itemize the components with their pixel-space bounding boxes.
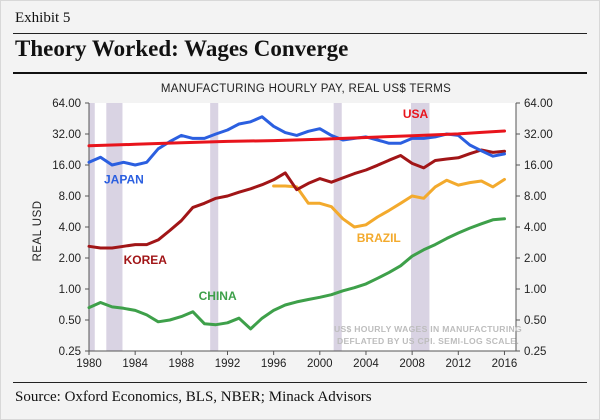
axes: 0.25 0.25 0.50 0.50 1.00 1.00 2.00 2.00 4.00 4.00…	[52, 98, 553, 370]
chart-note-line-2: DEFLATED BY US CPI. SEMI-LOG SCALE.	[337, 336, 519, 346]
y-tick-label-left: 2.00	[59, 253, 81, 265]
series-label-usa: USA	[403, 107, 429, 121]
x-tick-label: 2012	[446, 358, 472, 370]
recession-band	[89, 103, 95, 351]
series-line-china	[87, 217, 506, 331]
x-tick-label: 1980	[76, 358, 102, 370]
y-tick-label-left: 16.00	[52, 160, 81, 172]
recession-band	[106, 103, 123, 351]
y-tick-label-right: 16.00	[524, 160, 553, 172]
series-line-japan	[87, 115, 506, 167]
x-tick-label: 1988	[169, 358, 195, 370]
y-tick-label-right: 0.50	[524, 315, 546, 327]
x-tick-label: 1996	[261, 358, 287, 370]
y-tick-label-right: 2.00	[524, 253, 546, 265]
x-tick-label: 2004	[353, 358, 379, 370]
chart-note-line-1: US$ HOURLY WAGES IN MANUFACTURING	[334, 324, 522, 334]
y-tick-label-right: 64.00	[524, 98, 553, 110]
series-label-korea: KOREA	[124, 253, 168, 267]
y-tick-label-left: 8.00	[59, 191, 81, 203]
y-tick-label-right: 4.00	[524, 222, 546, 234]
bottom-rule	[13, 382, 587, 383]
series-label-china: CHINA	[199, 289, 237, 303]
y-tick-label-left: 0.25	[59, 346, 81, 358]
series-line-usa	[87, 129, 506, 148]
source-note: Source: Oxford Economics, BLS, NBER; Min…	[15, 389, 372, 405]
recession-band	[333, 103, 342, 351]
y-tick-label-left: 4.00	[59, 222, 81, 234]
y-tick-label-left: 64.00	[52, 98, 81, 110]
x-tick-label: 1992	[215, 358, 241, 370]
series-line-korea	[87, 148, 506, 250]
y-tick-label-left: 0.50	[59, 315, 81, 327]
top-rule	[13, 33, 587, 34]
x-tick-label: 2000	[307, 358, 333, 370]
chart-title: Theory Worked: Wages Converge	[15, 36, 349, 61]
series-label-japan: JAPAN	[104, 172, 144, 186]
series-label-brazil: BRAZIL	[357, 231, 401, 245]
y-tick-label-right: 1.00	[524, 284, 546, 296]
y-tick-label-right: 8.00	[524, 191, 546, 203]
x-tick-label: 1984	[122, 358, 148, 370]
y-tick-label-right: 32.00	[524, 129, 553, 141]
chart-canvas: 0.25 0.25 0.50 0.50 1.00 1.00 2.00 2.00 4.00 4.00…	[32, 83, 553, 370]
y-tick-label-left: 1.00	[59, 284, 81, 296]
y-tick-label-right: 0.25	[524, 346, 546, 358]
recession-band	[210, 103, 219, 351]
x-tick-label: 2008	[399, 358, 425, 370]
y-tick-label-left: 32.00	[52, 129, 81, 141]
y-axis-label: REAL USD	[32, 200, 44, 261]
series-line-brazil	[272, 177, 506, 229]
chart-subtitle: MANUFACTURING HOURLY PAY, REAL US$ TERMS	[161, 83, 451, 95]
exhibit-label: Exhibit 5	[15, 10, 71, 26]
recession-band	[410, 103, 430, 351]
title-rule	[13, 72, 587, 74]
x-tick-label: 2016	[492, 358, 518, 370]
series-labels: CHINA BRAZIL KOREA JAPAN USA	[104, 107, 429, 303]
series-lines	[87, 115, 506, 331]
